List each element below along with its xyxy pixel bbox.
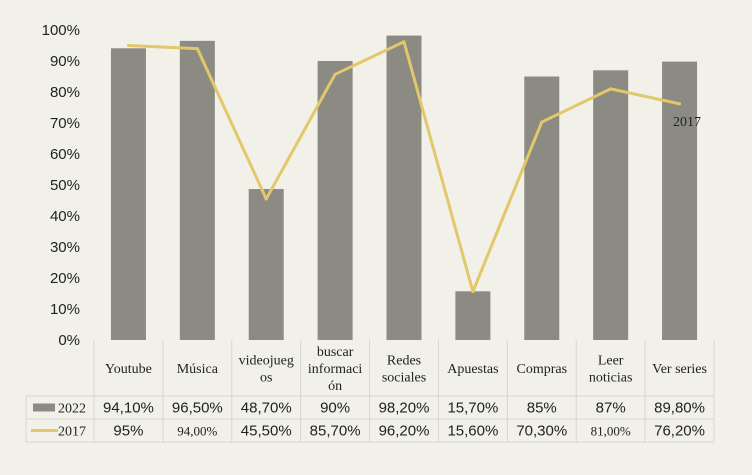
- data-label: 48,70%: [241, 400, 292, 417]
- line-point: [471, 290, 475, 294]
- y-tick-label: 100%: [42, 22, 80, 39]
- category-label: Apuestas: [447, 362, 498, 377]
- y-tick-label: 90%: [50, 53, 80, 70]
- line-point: [195, 47, 199, 51]
- bar: [662, 61, 698, 341]
- bar: [110, 48, 146, 340]
- line-point: [678, 102, 682, 106]
- bar: [179, 40, 215, 340]
- series-annotation-2017: 2017: [673, 115, 701, 130]
- legend-label: 2017: [58, 425, 86, 440]
- data-table: Youtube Música videojueg os buscar informaci ó…: [25, 340, 715, 443]
- line-point: [540, 120, 544, 124]
- bar-series-2022: [110, 35, 698, 341]
- bar: [455, 291, 491, 340]
- data-label: 85,70%: [310, 423, 361, 440]
- y-tick-label: 0%: [58, 332, 80, 349]
- data-label: 94,10%: [103, 400, 154, 417]
- category-label: Compras: [516, 362, 567, 377]
- category-label: ón: [328, 379, 342, 394]
- data-label: 89,80%: [654, 400, 705, 417]
- data-label: 90%: [320, 400, 350, 417]
- category-label: noticias: [589, 371, 633, 386]
- category-label: informaci: [308, 362, 363, 377]
- legend-label: 2022: [58, 402, 86, 417]
- data-label: 70,30%: [516, 423, 567, 440]
- line-point: [333, 72, 337, 76]
- data-label: 95%: [113, 423, 143, 440]
- y-tick-label: 30%: [50, 239, 80, 256]
- category-label: Música: [177, 362, 219, 377]
- category-label: Youtube: [105, 362, 152, 377]
- data-label: 81,00%: [591, 424, 631, 439]
- y-tick-label: 10%: [50, 301, 80, 318]
- data-label: 96,50%: [172, 400, 223, 417]
- y-tick-label: 50%: [50, 177, 80, 194]
- category-label: buscar: [317, 345, 354, 360]
- line-point: [264, 197, 268, 201]
- legend-key-bar: [33, 403, 55, 412]
- line-point: [126, 44, 130, 47]
- data-label: 15,60%: [447, 423, 498, 440]
- bar: [593, 70, 629, 341]
- y-tick-label: 60%: [50, 146, 80, 163]
- data-label: 45,50%: [241, 423, 292, 440]
- data-label: 76,20%: [654, 423, 705, 440]
- y-tick-label: 40%: [50, 208, 80, 225]
- category-label: videojueg: [239, 354, 294, 369]
- category-label: sociales: [382, 371, 426, 386]
- data-label: 15,70%: [447, 400, 498, 417]
- category-label: Redes: [387, 354, 421, 369]
- line-series-2017: [126, 40, 682, 294]
- category-label: Leer: [598, 354, 624, 369]
- y-tick-label: 70%: [50, 115, 80, 132]
- y-tick-label: 20%: [50, 270, 80, 287]
- category-label: os: [260, 371, 272, 386]
- y-axis: 0% 10% 20% 30% 40% 50% 60% 70% 80% 90% 100%: [42, 22, 80, 349]
- data-label: 85%: [527, 400, 557, 417]
- line-point: [402, 40, 406, 44]
- data-label: 96,20%: [379, 423, 430, 440]
- bar: [248, 189, 284, 340]
- category-label: Ver series: [652, 362, 707, 377]
- bar: [317, 61, 353, 340]
- data-label: 98,20%: [379, 400, 430, 417]
- data-label: 94,00%: [177, 424, 217, 439]
- y-tick-label: 80%: [50, 84, 80, 101]
- data-label: 87%: [596, 400, 626, 417]
- line-point: [609, 87, 613, 91]
